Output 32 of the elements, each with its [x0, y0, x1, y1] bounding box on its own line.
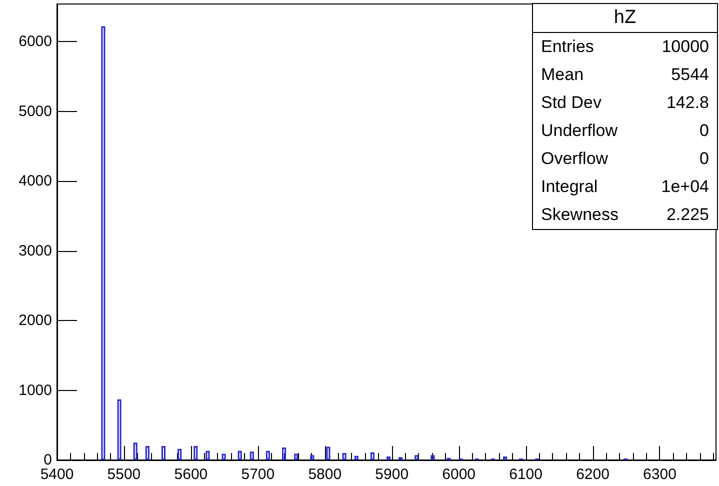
annotation: hZ	[533, 4, 717, 33]
annotation: 1e+04	[661, 177, 709, 197]
x-tick-label: 6100	[509, 466, 542, 483]
y-tick-label: 6000	[18, 33, 52, 50]
annotation: 2.225	[666, 205, 709, 225]
x-tick-label: 5900	[375, 466, 409, 483]
y-tick-label: 4000	[18, 172, 52, 190]
y-tick-label: 3000	[18, 242, 52, 260]
annotation: 5544	[671, 65, 709, 85]
x-tick-label: 5700	[241, 466, 275, 483]
annotation: Entries	[541, 37, 594, 57]
annotation: 0	[700, 149, 709, 169]
x-tick-label: 5400	[40, 466, 74, 483]
x-tick-label: 6200	[576, 466, 610, 483]
x-tick-label: 6300	[643, 466, 676, 483]
x-tick-label: 5600	[174, 466, 208, 483]
x-tick-label: 5800	[308, 466, 342, 483]
annotation: Mean	[541, 65, 584, 85]
y-tick-label: 1000	[18, 382, 52, 399]
x-tick-label: 6000	[442, 466, 476, 483]
annotation: Integral	[541, 177, 598, 197]
y-tick-label: 2000	[18, 312, 52, 330]
y-tick-label: 5000	[18, 102, 52, 120]
annotation: Underflow	[541, 121, 618, 141]
annotation: Std Dev	[541, 93, 602, 113]
y-tick-label: 0	[44, 452, 52, 468]
annotation: Overflow	[541, 149, 608, 169]
annotation: Skewness	[541, 205, 618, 225]
annotation: 142.8	[666, 93, 709, 113]
annotation: 0	[700, 121, 709, 141]
annotation: 10000	[662, 37, 709, 57]
x-tick-label: 5500	[107, 466, 141, 483]
